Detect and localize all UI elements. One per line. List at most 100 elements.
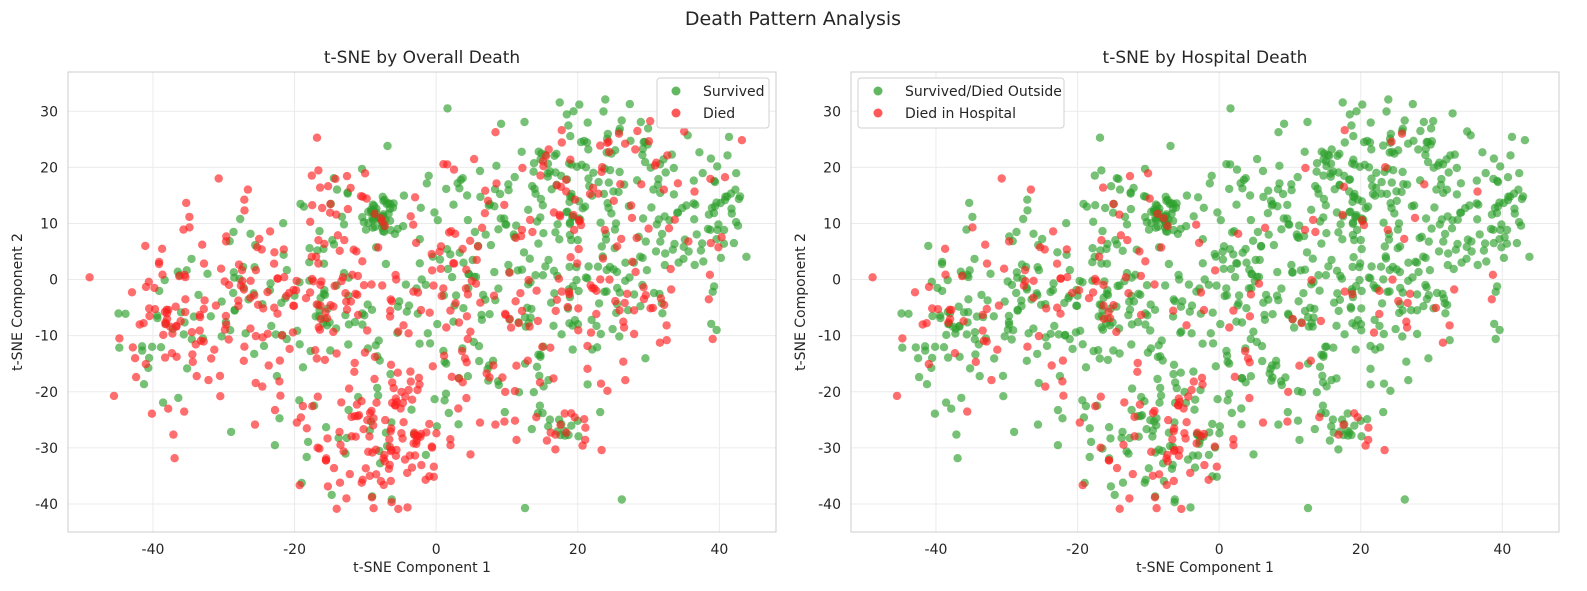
point-died — [168, 329, 177, 338]
point-survived — [1229, 250, 1238, 259]
point-survived — [1274, 128, 1283, 137]
point-survived — [454, 420, 463, 429]
point-died — [276, 391, 285, 400]
point-died — [391, 451, 401, 460]
point-survived — [1327, 422, 1336, 431]
point-survived — [574, 286, 583, 296]
point-survived — [415, 259, 424, 268]
point-died — [1245, 312, 1255, 321]
point-died — [367, 280, 376, 289]
point-survived — [1479, 246, 1489, 255]
point-survived — [947, 404, 956, 413]
point-survived — [1375, 321, 1384, 331]
point-survived — [1515, 169, 1524, 178]
point-survived — [1398, 288, 1408, 297]
point-survived — [594, 299, 604, 308]
point-survived — [954, 302, 963, 311]
point-survived — [1318, 378, 1328, 387]
point-survived — [1124, 449, 1133, 458]
point-died — [598, 254, 608, 263]
point-survived — [1481, 168, 1490, 178]
point-died — [320, 239, 329, 249]
point-survived — [1395, 242, 1405, 251]
point-survived — [1225, 184, 1234, 194]
point-survived — [1473, 260, 1482, 270]
point-survived — [1086, 437, 1096, 447]
point-survived — [1427, 224, 1436, 233]
point-died — [546, 343, 555, 352]
point-survived — [1349, 192, 1358, 201]
point-died — [417, 460, 426, 470]
point-died — [947, 305, 956, 315]
point-died — [1098, 183, 1108, 192]
point-survived — [1208, 308, 1217, 317]
point-survived — [1263, 209, 1273, 218]
point-died — [1375, 309, 1384, 319]
point-died — [394, 327, 403, 336]
point-survived — [719, 225, 729, 235]
point-survived — [1127, 384, 1137, 393]
point-died — [253, 300, 263, 309]
point-died — [705, 270, 715, 279]
point-survived — [182, 364, 192, 373]
point-died — [322, 314, 332, 323]
point-survived — [698, 168, 707, 178]
point-survived — [1347, 159, 1357, 168]
point-died — [318, 203, 327, 213]
point-survived — [529, 388, 538, 397]
point-survived — [641, 354, 650, 363]
y-tick-label: -30 — [35, 441, 58, 457]
point-died — [1364, 435, 1373, 445]
point-died — [706, 238, 715, 248]
point-survived — [1219, 264, 1228, 273]
point-survived — [432, 422, 442, 431]
point-died — [1397, 129, 1407, 138]
point-died — [898, 334, 907, 343]
point-survived — [678, 203, 687, 213]
point-survived — [921, 346, 930, 355]
point-died — [1084, 294, 1094, 303]
point-died — [1340, 126, 1349, 135]
point-survived — [615, 167, 624, 177]
point-died — [1450, 285, 1459, 294]
point-survived — [477, 315, 487, 324]
scatter-points — [868, 95, 1534, 514]
point-survived — [602, 265, 611, 275]
point-died — [538, 342, 547, 351]
point-survived — [1366, 380, 1375, 389]
point-survived — [502, 220, 511, 229]
point-survived — [500, 407, 509, 417]
subplot-title: t-SNE by Overall Death — [324, 48, 520, 68]
point-died — [680, 127, 689, 136]
point-survived — [1445, 336, 1454, 345]
point-died — [378, 281, 387, 290]
point-survived — [732, 169, 741, 178]
point-died — [1112, 463, 1122, 473]
point-died — [1186, 468, 1195, 478]
point-survived — [1249, 450, 1258, 459]
point-survived — [651, 247, 661, 256]
point-died — [321, 307, 330, 316]
point-survived — [371, 341, 380, 350]
point-survived — [321, 423, 331, 432]
point-died — [1402, 323, 1412, 332]
x-tick-label: -20 — [283, 542, 306, 558]
point-died — [425, 308, 434, 317]
point-died — [517, 306, 527, 316]
point-died — [1182, 418, 1191, 427]
point-survived — [1334, 445, 1343, 454]
point-died — [307, 274, 317, 284]
point-died — [1339, 420, 1348, 429]
point-died — [1177, 504, 1186, 514]
point-died — [1169, 427, 1178, 436]
point-died — [164, 404, 173, 413]
point-survived — [1317, 239, 1326, 248]
point-died — [127, 288, 137, 297]
point-survived — [1000, 332, 1009, 341]
point-survived — [1329, 298, 1339, 307]
point-survived — [1220, 291, 1229, 301]
point-survived — [361, 225, 371, 234]
point-survived — [1432, 288, 1442, 298]
point-died — [314, 236, 323, 245]
point-died — [1240, 346, 1250, 356]
